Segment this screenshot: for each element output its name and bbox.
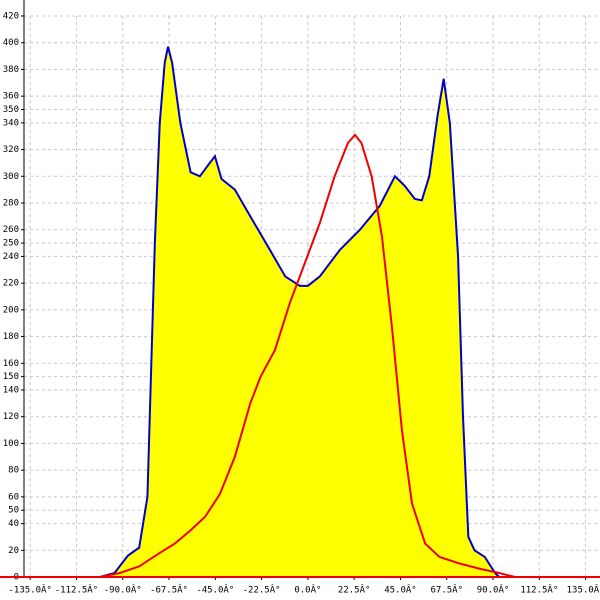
y-tick-label: 150 [3, 372, 19, 382]
x-tick-label: 0.0Â° [294, 584, 321, 596]
y-tick-label: 140 [3, 386, 19, 396]
y-tick-label: 300 [3, 172, 19, 182]
area-fill [100, 46, 500, 577]
x-tick-label: 67.5Â° [430, 584, 463, 596]
y-tick-label: 260 [3, 225, 19, 235]
y-tick-label: 240 [3, 252, 19, 262]
series-line [99, 133, 516, 578]
y-tick-label: 180 [3, 332, 19, 342]
y-tick-label: 420 [3, 12, 19, 22]
y-tick-label: 280 [3, 199, 19, 209]
x-tick-label: 90.0Â° [477, 584, 510, 596]
y-tick-label: 100 [3, 439, 19, 449]
x-tick-label: -22.5Â° [243, 584, 281, 596]
series-line [99, 46, 500, 578]
y-tick-label: 200 [3, 305, 19, 315]
x-tick-label: 112.5Â° [520, 584, 558, 596]
y-tick-label: 160 [3, 359, 19, 369]
x-tick-label: -135.0Â° [8, 584, 51, 596]
y-tick-label: 80 [8, 466, 19, 476]
y-tick-label: 220 [3, 279, 19, 289]
y-tick-label: 120 [3, 412, 19, 422]
y-tick-label: 360 [3, 92, 19, 102]
y-tick-label: 50 [8, 506, 19, 516]
y-tick-label: 320 [3, 145, 19, 155]
x-tick-label: -112.5Â° [55, 584, 98, 596]
y-tick-label: 60 [8, 492, 19, 502]
y-tick-label: 340 [3, 118, 19, 128]
y-tick-label: 380 [3, 65, 19, 75]
x-tick-label: -45.0Â° [196, 584, 234, 596]
y-tick-label: 20 [8, 546, 19, 556]
y-tick-label: 350 [3, 105, 19, 115]
x-tick-label: 135.0Â° [567, 584, 600, 596]
x-tick-label: 45.0Â° [384, 584, 417, 596]
y-tick-label: 40 [8, 519, 19, 529]
x-tick-label: 22.5Â° [338, 584, 371, 596]
x-tick-label: -67.5Â° [150, 584, 188, 596]
x-tick-label: -90.0Â° [104, 584, 142, 596]
y-tick-label: 400 [3, 38, 19, 48]
y-tick-label: 250 [3, 239, 19, 249]
